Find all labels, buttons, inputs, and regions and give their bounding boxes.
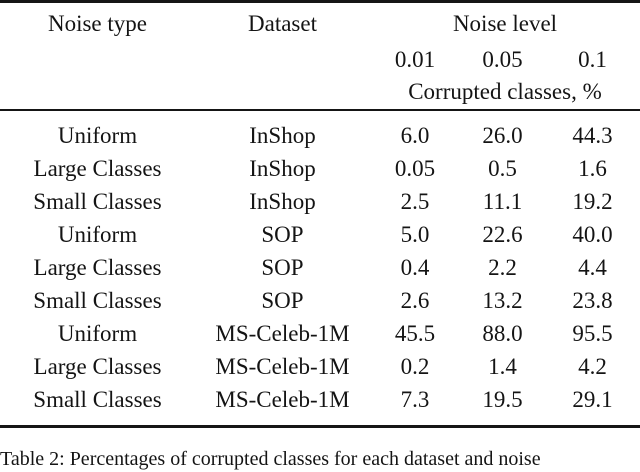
cell-value-01: 95.5 (572, 321, 613, 346)
header-level-01: 0.1 (578, 46, 607, 72)
cell-value-005: 19.5 (482, 387, 523, 412)
table-row: Small Classes SOP 2.6 13.2 23.8 (0, 284, 640, 317)
table-row: Large Classes SOP 0.4 2.2 4.4 (0, 251, 640, 284)
cell-value-001: 2.5 (400, 189, 430, 214)
cell-value-001: 5.0 (400, 222, 430, 247)
cell-dataset: SOP (261, 255, 304, 280)
cell-value-001: 6.0 (400, 123, 430, 148)
cell-noise-type: Large Classes (33, 156, 162, 181)
cell-dataset: SOP (261, 222, 304, 247)
cell-value-01: 4.2 (578, 354, 607, 379)
cell-noise-type: Large Classes (33, 255, 162, 280)
cell-dataset: SOP (261, 288, 304, 313)
cell-noise-type: Small Classes (33, 288, 162, 313)
header-corrupted-classes: Corrupted classes, % (408, 78, 602, 104)
cell-value-005: 26.0 (482, 123, 523, 148)
table-row: Uniform MS-Celeb-1M 45.5 88.0 95.5 (0, 317, 640, 350)
header-noise-level-group: Noise level (452, 10, 558, 36)
header-noise-type: Noise type (47, 10, 147, 36)
cell-value-005: 13.2 (482, 288, 523, 313)
cell-value-005: 0.5 (488, 156, 517, 181)
table-row: Large Classes MS-Celeb-1M 0.2 1.4 4.2 (0, 350, 640, 383)
cell-dataset: InShop (249, 156, 316, 181)
table-body: Uniform InShop 6.0 26.0 44.3 Large Class… (0, 111, 640, 416)
cell-dataset: InShop (249, 123, 316, 148)
table-header-row-1: Noise type Dataset Noise level (0, 3, 640, 43)
cell-value-005: 88.0 (482, 321, 523, 346)
cell-value-01: 44.3 (572, 123, 613, 148)
cell-dataset: MS-Celeb-1M (215, 387, 350, 412)
cell-value-01: 1.6 (578, 156, 607, 181)
cell-dataset: MS-Celeb-1M (215, 321, 350, 346)
header-dataset: Dataset (248, 10, 317, 36)
cell-value-005: 1.4 (488, 354, 517, 379)
table-header-rule (0, 109, 640, 111)
cell-value-001: 0.4 (400, 255, 430, 280)
cell-value-001: 0.05 (394, 156, 436, 181)
header-level-001: 0.01 (394, 46, 436, 72)
cell-value-001: 0.2 (400, 354, 430, 379)
cell-value-01: 23.8 (572, 288, 613, 313)
cell-value-01: 29.1 (572, 387, 613, 412)
table-header-row-3: Corrupted classes, % (0, 75, 640, 107)
cell-value-005: 11.1 (482, 189, 523, 214)
cell-noise-type: Uniform (57, 321, 138, 346)
cell-noise-type: Small Classes (33, 189, 162, 214)
table-header-row-2: 0.01 0.05 0.1 (0, 43, 640, 75)
table-row: Small Classes MS-Celeb-1M 7.3 19.5 29.1 (0, 383, 640, 416)
table-row: Small Classes InShop 2.5 11.1 19.2 (0, 185, 640, 218)
table-bottom-rule (0, 425, 640, 428)
cell-noise-type: Uniform (57, 123, 138, 148)
cell-dataset: MS-Celeb-1M (215, 354, 350, 379)
table-top-rule (0, 0, 640, 3)
cell-value-005: 2.2 (488, 255, 517, 280)
cell-noise-type: Small Classes (33, 387, 162, 412)
header-level-005: 0.05 (482, 46, 523, 72)
cell-value-001: 2.6 (400, 288, 430, 313)
table-row: Large Classes InShop 0.05 0.5 1.6 (0, 152, 640, 185)
cell-dataset: InShop (249, 189, 316, 214)
cell-noise-type: Uniform (57, 222, 138, 247)
table-row: Uniform SOP 5.0 22.6 40.0 (0, 218, 640, 251)
cell-value-001: 45.5 (394, 321, 436, 346)
cell-value-01: 19.2 (572, 189, 613, 214)
cell-value-005: 22.6 (482, 222, 523, 247)
table-caption: Table 2: Percentages of corrupted classe… (0, 448, 541, 470)
table-row: Uniform InShop 6.0 26.0 44.3 (0, 119, 640, 152)
cell-value-01: 40.0 (572, 222, 613, 247)
cell-value-001: 7.3 (400, 387, 430, 412)
cell-noise-type: Large Classes (33, 354, 162, 379)
cell-value-01: 4.4 (578, 255, 607, 280)
